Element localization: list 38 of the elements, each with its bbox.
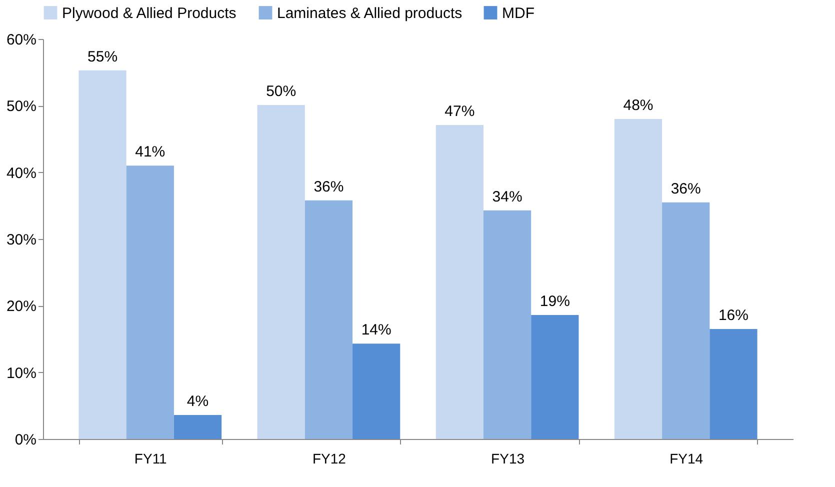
x-tick-label: FY13	[491, 450, 525, 466]
bar	[78, 70, 126, 439]
data-label: 50%	[266, 83, 296, 100]
data-label: 36%	[670, 180, 701, 198]
data-label: 4%	[186, 393, 209, 410]
x-tick-label: FY11	[134, 450, 168, 466]
y-tick-label: 20%	[6, 298, 36, 316]
bar	[710, 329, 758, 439]
bar	[352, 344, 400, 439]
bar	[257, 105, 305, 439]
x-tick-label: FY14	[670, 450, 704, 466]
data-label: 14%	[361, 322, 392, 339]
y-tick-label: 0%	[14, 432, 36, 448]
bar	[662, 202, 710, 439]
legend-label: MDF	[502, 4, 534, 22]
data-label: 36%	[314, 178, 344, 196]
bar	[304, 200, 353, 439]
y-tick-label: 40%	[6, 164, 36, 182]
legend-label: Laminates & Allied products	[277, 4, 462, 22]
data-label: 47%	[444, 103, 475, 120]
data-label: 41%	[135, 144, 166, 161]
legend-label: Plywood & Allied Products	[62, 4, 236, 22]
bar	[174, 415, 222, 439]
y-tick-label: 10%	[6, 364, 36, 382]
bar	[436, 125, 484, 439]
bar	[614, 119, 662, 439]
y-tick-label: 50%	[6, 98, 36, 116]
data-label: 48%	[623, 97, 654, 114]
bar	[531, 315, 579, 439]
data-label: 19%	[540, 293, 570, 310]
x-tick-label: FY12	[312, 450, 346, 466]
y-tick-label: 30%	[6, 232, 36, 248]
bar	[126, 166, 174, 439]
data-label: 34%	[492, 188, 522, 206]
data-label: 16%	[718, 307, 748, 324]
data-label: 55%	[88, 48, 118, 66]
y-tick-label: 60%	[6, 32, 36, 48]
bar	[483, 210, 532, 439]
